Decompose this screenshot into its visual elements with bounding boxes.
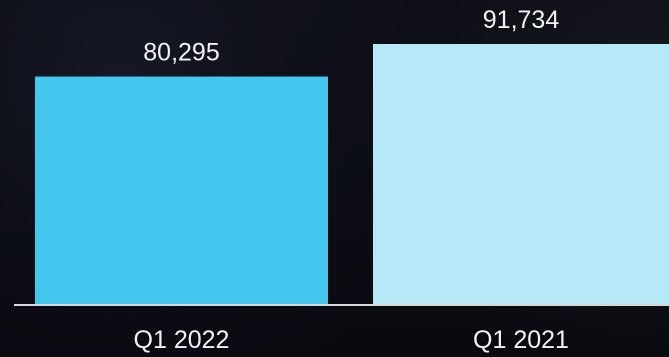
bar-q1-2021 xyxy=(373,44,669,305)
x-axis-tick-label: Q1 2022 xyxy=(134,326,230,354)
labels-layer: 80,295 Q1 2022 91,734 Q1 2021 xyxy=(134,6,569,354)
bar-value-label: 91,734 xyxy=(483,6,560,34)
bars-layer xyxy=(35,44,669,305)
bar-value-label: 80,295 xyxy=(143,39,219,67)
bar-q1-2022 xyxy=(35,76,328,305)
x-axis-tick-label: Q1 2021 xyxy=(473,326,569,354)
